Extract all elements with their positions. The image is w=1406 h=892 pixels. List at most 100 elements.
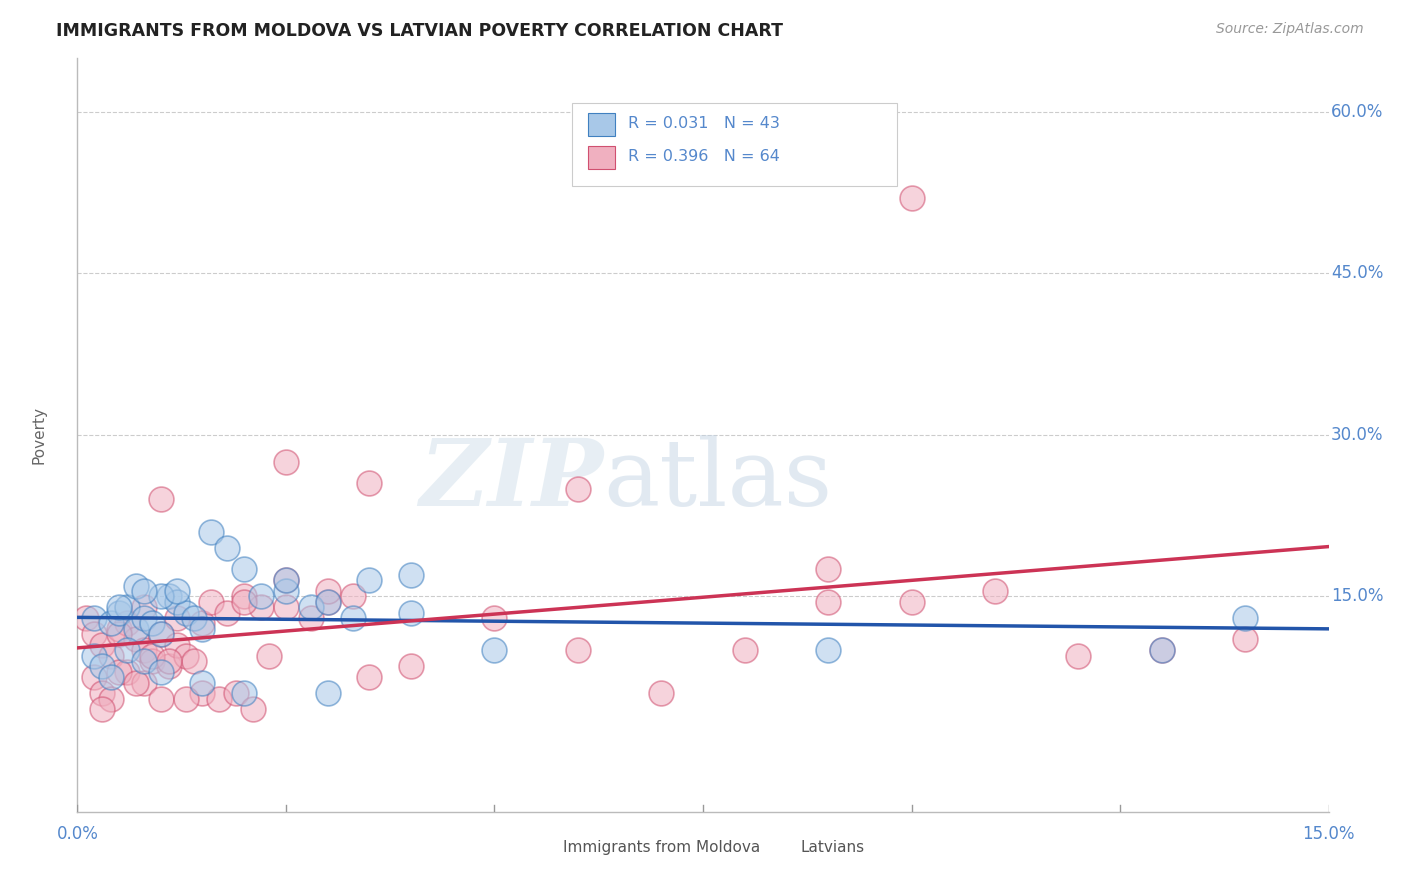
- Bar: [527, 838, 555, 858]
- Point: [157, 590, 180, 604]
- Point: [83, 648, 105, 663]
- Point: [141, 616, 163, 631]
- Point: [217, 606, 239, 620]
- Text: Immigrants from Moldova: Immigrants from Moldova: [562, 840, 761, 855]
- Point: [166, 638, 188, 652]
- Point: [100, 670, 122, 684]
- Point: [399, 606, 422, 620]
- Point: [817, 562, 839, 576]
- Point: [132, 654, 155, 668]
- Point: [567, 482, 589, 496]
- Point: [274, 584, 297, 599]
- Text: 60.0%: 60.0%: [1331, 103, 1384, 120]
- Point: [149, 691, 172, 706]
- Point: [233, 562, 256, 576]
- Point: [484, 643, 506, 657]
- Point: [359, 476, 381, 491]
- Point: [132, 675, 155, 690]
- Point: [125, 622, 148, 636]
- Point: [125, 675, 148, 690]
- Point: [117, 616, 139, 631]
- Point: [650, 686, 672, 700]
- Point: [108, 627, 131, 641]
- Point: [191, 622, 214, 636]
- Point: [91, 702, 114, 716]
- Point: [100, 616, 122, 631]
- Point: [83, 670, 105, 684]
- Text: atlas: atlas: [603, 435, 832, 525]
- Point: [132, 584, 155, 599]
- Point: [299, 611, 322, 625]
- Point: [125, 632, 148, 647]
- Point: [157, 654, 180, 668]
- Point: [1150, 643, 1173, 657]
- Point: [117, 665, 139, 679]
- Bar: [588, 113, 616, 136]
- Point: [1150, 643, 1173, 657]
- Text: 15.0%: 15.0%: [1302, 824, 1355, 843]
- Point: [108, 606, 131, 620]
- Point: [250, 590, 273, 604]
- Point: [342, 590, 364, 604]
- Point: [149, 590, 172, 604]
- Point: [174, 606, 197, 620]
- Point: [233, 590, 256, 604]
- Point: [132, 600, 155, 615]
- Point: [108, 622, 131, 636]
- Text: 15.0%: 15.0%: [1331, 587, 1384, 606]
- Point: [342, 611, 364, 625]
- Point: [174, 691, 197, 706]
- Point: [567, 643, 589, 657]
- Text: 0.0%: 0.0%: [56, 824, 98, 843]
- Point: [141, 654, 163, 668]
- Point: [149, 492, 172, 507]
- Point: [183, 654, 205, 668]
- Point: [734, 643, 756, 657]
- Point: [157, 659, 180, 673]
- Point: [900, 191, 922, 205]
- Point: [274, 573, 297, 587]
- Point: [83, 611, 105, 625]
- Text: R = 0.031   N = 43: R = 0.031 N = 43: [628, 116, 780, 131]
- Point: [359, 573, 381, 587]
- Point: [250, 600, 273, 615]
- Point: [274, 573, 297, 587]
- Point: [166, 611, 188, 625]
- Point: [191, 675, 214, 690]
- Point: [359, 670, 381, 684]
- Point: [1067, 648, 1090, 663]
- Text: 30.0%: 30.0%: [1331, 425, 1384, 444]
- Point: [149, 627, 172, 641]
- Point: [191, 686, 214, 700]
- Point: [274, 455, 297, 469]
- Point: [83, 627, 105, 641]
- Point: [91, 638, 114, 652]
- Point: [100, 691, 122, 706]
- Point: [108, 665, 131, 679]
- Text: IMMIGRANTS FROM MOLDOVA VS LATVIAN POVERTY CORRELATION CHART: IMMIGRANTS FROM MOLDOVA VS LATVIAN POVER…: [56, 22, 783, 40]
- Point: [191, 616, 214, 631]
- Point: [217, 541, 239, 555]
- Point: [91, 686, 114, 700]
- Point: [166, 595, 188, 609]
- Point: [484, 611, 506, 625]
- Text: ZIP: ZIP: [419, 435, 603, 525]
- Point: [316, 595, 339, 609]
- Point: [208, 691, 231, 706]
- Point: [125, 578, 148, 592]
- Point: [132, 611, 155, 625]
- Point: [166, 584, 188, 599]
- Point: [274, 600, 297, 615]
- Point: [984, 584, 1007, 599]
- Point: [233, 686, 256, 700]
- Point: [900, 595, 922, 609]
- Bar: [765, 838, 793, 858]
- Point: [242, 702, 264, 716]
- Point: [399, 567, 422, 582]
- Point: [316, 595, 339, 609]
- Text: Latvians: Latvians: [800, 840, 865, 855]
- Point: [100, 648, 122, 663]
- Point: [141, 648, 163, 663]
- Point: [149, 627, 172, 641]
- Text: Poverty: Poverty: [31, 406, 46, 464]
